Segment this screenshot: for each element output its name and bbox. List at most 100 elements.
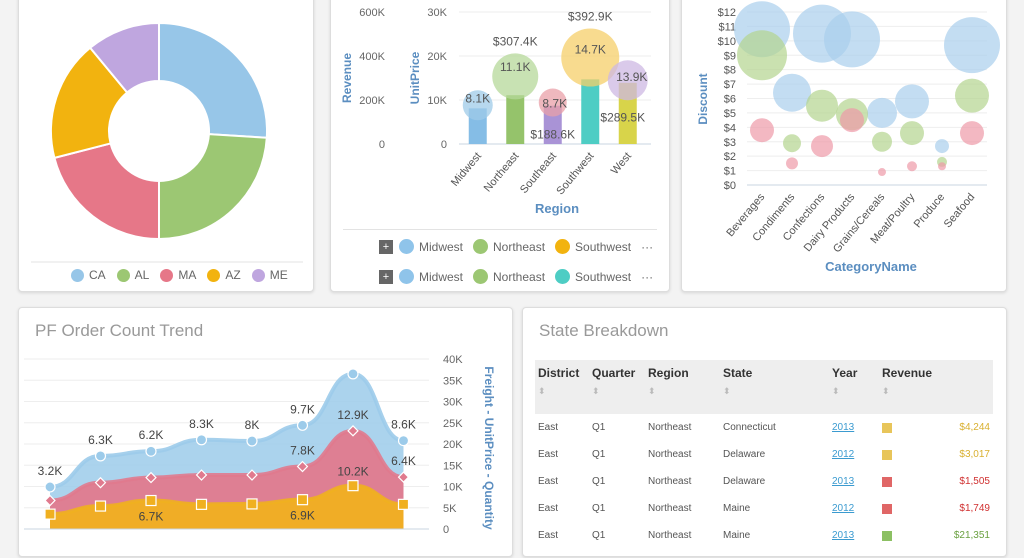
column-label: Quarter [592, 366, 636, 380]
revenue-tick: 200K [359, 95, 385, 107]
data-point [397, 471, 410, 483]
table-row[interactable]: East Q1 Northeast Delaware 2013 $1,505 [535, 468, 993, 495]
cell-year: 2012 [829, 495, 879, 522]
x-tick-label: West [609, 150, 634, 177]
revenue-tick: 600K [359, 7, 385, 19]
column-header-revenue[interactable]: Revenue ⬍ [879, 360, 993, 414]
legend-item[interactable]: ME [251, 268, 288, 282]
cell: East [538, 530, 559, 541]
year-link[interactable]: 2013 [832, 422, 855, 433]
y-tick-label: $11 [718, 21, 736, 33]
bubble-point [840, 108, 864, 133]
region-legend-1[interactable]: + Midwest Northeast Southwest ··· [379, 239, 653, 254]
region-legend-2[interactable]: + Midwest Northeast Southwest ··· [379, 269, 653, 284]
column-header-year[interactable]: Year ⬍ [829, 360, 879, 414]
column-header-state[interactable]: State ⬍ [720, 360, 829, 414]
sort-icon[interactable]: ⬍ [538, 386, 546, 396]
cell: Delaware [723, 476, 766, 487]
unitprice-tick: 20K [427, 51, 447, 63]
year-link[interactable]: 2012 [832, 449, 855, 460]
legend-label: CA [89, 268, 106, 282]
more-legend-button[interactable]: ··· [641, 239, 654, 254]
sort-icon[interactable]: ⬍ [832, 386, 840, 396]
bubble-point [786, 157, 798, 170]
bubble-point [878, 168, 886, 177]
unitprice-tick: 0 [441, 139, 447, 151]
year-link[interactable]: 2012 [832, 503, 855, 514]
donut-legend: CA AL MA AZ ME [71, 268, 294, 282]
y-tick-label: $9 [724, 50, 736, 62]
legend-item[interactable]: MA [160, 268, 196, 282]
legend-item[interactable]: AL [116, 268, 149, 282]
y-axis-label: Freight - UnitPrice - Quantity [482, 366, 496, 530]
y-tick-label: 40K [443, 354, 463, 366]
sort-icon[interactable]: ⬍ [592, 386, 600, 396]
cell-revenue: $1,505 [879, 468, 993, 495]
table-row[interactable]: East Q1 Northeast Delaware 2012 $3,017 [535, 441, 993, 468]
table-row[interactable]: East Q1 Northeast Maine 2012 $1,749 [535, 495, 993, 522]
region-chart: 0 0 10K 200K 20K 400K 30K 600K Revenue UnitPrice M… [340, 7, 651, 216]
legend-dot-icon [71, 268, 84, 282]
table-row[interactable]: East Q1 Northeast Maine 2013 $21,351 [535, 522, 993, 549]
cell: East [538, 476, 559, 487]
bubble-point [867, 97, 897, 128]
legend-dot-icon [555, 269, 571, 284]
legend-item[interactable]: CA [71, 268, 106, 282]
sort-icon[interactable]: ⬍ [882, 386, 890, 396]
data-label: 6.7K [139, 510, 164, 524]
revenue-indicator-icon [882, 449, 892, 460]
sort-icon[interactable]: ⬍ [648, 386, 656, 396]
data-point [246, 498, 258, 510]
y-tick-label: 30K [443, 397, 463, 409]
legend-item[interactable]: Northeast [473, 269, 545, 284]
cell: Northeast [648, 476, 692, 487]
legend-item[interactable]: Southwest [555, 239, 631, 254]
unitprice-tick: 30K [427, 7, 447, 19]
y-tick-label: $3 [724, 137, 736, 149]
legend-item[interactable]: Northeast [473, 239, 545, 254]
column-header-quarter[interactable]: Quarter ⬍ [589, 360, 645, 414]
sort-icon[interactable]: ⬍ [723, 386, 731, 396]
bubble-data-label: $307.4K [493, 34, 538, 48]
legend-item[interactable]: Southwest [555, 269, 631, 284]
year-link[interactable]: 2013 [832, 476, 855, 487]
cell-year: 2013 [829, 522, 879, 549]
legend-label: Midwest [419, 269, 464, 284]
bubble-northeast [492, 53, 539, 100]
legend-item[interactable]: Midwest [399, 239, 463, 254]
y-tick-label: $5 [724, 108, 736, 120]
column-label: Year [832, 366, 858, 380]
x-tick-label: Seafood [942, 191, 978, 230]
data-label: 8.3K [189, 417, 214, 431]
cell: Northeast [648, 449, 692, 460]
more-legend-button[interactable]: ··· [641, 269, 654, 284]
data-label: 9.7K [290, 402, 315, 416]
cell-year: 2012 [829, 441, 879, 468]
data-point [347, 425, 359, 437]
data-label: 6.4K [391, 454, 416, 468]
unitprice-axis-label: UnitPrice [408, 51, 422, 104]
x-tick-label: Southeast [518, 150, 559, 196]
bar-data-label: 8.1K [465, 91, 490, 105]
x-axis-label: Region [535, 201, 579, 216]
data-label: 6.3K [88, 433, 113, 447]
year-link[interactable]: 2013 [832, 530, 855, 541]
bar-data-label: 13.9K [616, 70, 647, 84]
legend-item[interactable]: AZ [207, 268, 241, 282]
y-tick-label: 20K [443, 439, 463, 451]
cell: Delaware [723, 449, 766, 460]
column-header-region[interactable]: Region ⬍ [645, 360, 720, 414]
table-row[interactable]: East Q1 Northeast Connecticut 2013 $4,244 [535, 414, 993, 441]
legend-dot-icon [473, 269, 489, 284]
cell-revenue: $1,749 [879, 495, 993, 522]
cell-year: 2013 [829, 468, 879, 495]
expand-legend-button[interactable]: + [379, 239, 393, 254]
legend-item[interactable]: Midwest [399, 269, 463, 284]
cell-year: 2013 [829, 414, 879, 441]
cell: East [538, 422, 559, 433]
data-point [145, 445, 157, 457]
expand-legend-button[interactable]: + [379, 269, 393, 284]
column-header-district[interactable]: District ⬍ [535, 360, 589, 414]
data-point [246, 435, 258, 447]
bar-northeast [506, 95, 525, 144]
